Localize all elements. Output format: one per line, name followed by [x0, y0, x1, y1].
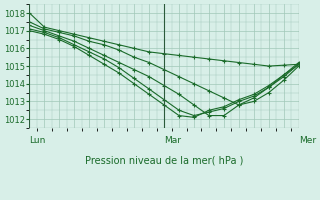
- Text: Lun: Lun: [29, 136, 46, 145]
- Text: Mer: Mer: [299, 136, 316, 145]
- Text: Mar: Mar: [164, 136, 181, 145]
- Text: Pression niveau de la mer( hPa ): Pression niveau de la mer( hPa ): [85, 155, 243, 165]
